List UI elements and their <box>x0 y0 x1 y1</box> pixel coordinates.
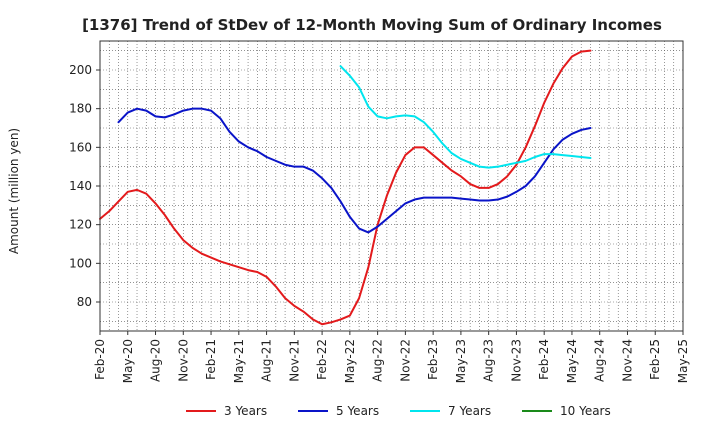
x-tick-label: Nov-21 <box>287 339 301 382</box>
y-tick-label: 140 <box>69 179 92 193</box>
series-line-5-years <box>117 107 592 234</box>
series-line-7-years <box>339 65 592 169</box>
x-tick-label: Feb-25 <box>648 339 662 380</box>
x-tick-label: Feb-20 <box>93 339 107 380</box>
x-tick-label: May-21 <box>232 339 246 383</box>
x-tick-label: Feb-21 <box>204 339 218 380</box>
y-tick-label: 80 <box>77 295 92 309</box>
plot-area: 80 100 120 140 160 180 200 Feb-20 May-20 Aug-20 No… <box>69 40 690 383</box>
x-tick-label: Aug-24 <box>593 339 607 382</box>
legend: 3 Years 5 Years 7 Years 10 Years <box>186 404 611 418</box>
x-tick-label: May-25 <box>676 339 690 383</box>
x-tick-label: Aug-22 <box>371 339 385 382</box>
x-tick-label: Nov-24 <box>620 339 634 382</box>
x-tick-label: Nov-23 <box>509 339 523 382</box>
x-tick-label: Nov-22 <box>398 339 412 382</box>
plot-frame <box>99 40 684 332</box>
legend-label: 5 Years <box>336 404 379 418</box>
y-tick-label: 100 <box>69 256 92 270</box>
x-tick-label: Feb-22 <box>315 339 329 380</box>
x-tick-label: May-20 <box>121 339 135 383</box>
y-tick-label: 120 <box>69 218 92 232</box>
x-tick-label: Feb-23 <box>426 339 440 380</box>
y-axis-label: Amount (million yen) <box>7 128 21 254</box>
y-tick-label: 200 <box>69 63 92 77</box>
x-tick-label: May-22 <box>343 339 357 383</box>
x-tick-label: Nov-20 <box>176 339 190 382</box>
x-tick-label: May-24 <box>565 339 579 383</box>
series-line-3-years <box>99 49 592 326</box>
chart-title: [1376] Trend of StDev of 12-Month Moving… <box>82 16 662 34</box>
legend-label: 7 Years <box>448 404 491 418</box>
x-tick-label: Aug-23 <box>482 339 496 382</box>
x-tick-label: Aug-21 <box>260 339 274 382</box>
x-tick-label: Aug-20 <box>149 339 163 382</box>
y-tick-label: 160 <box>69 140 92 154</box>
x-tick-label: May-23 <box>454 339 468 383</box>
legend-label: 3 Years <box>224 404 267 418</box>
x-tick-label: Feb-24 <box>537 339 551 380</box>
legend-label: 10 Years <box>560 404 611 418</box>
y-tick-label: 180 <box>69 102 92 116</box>
